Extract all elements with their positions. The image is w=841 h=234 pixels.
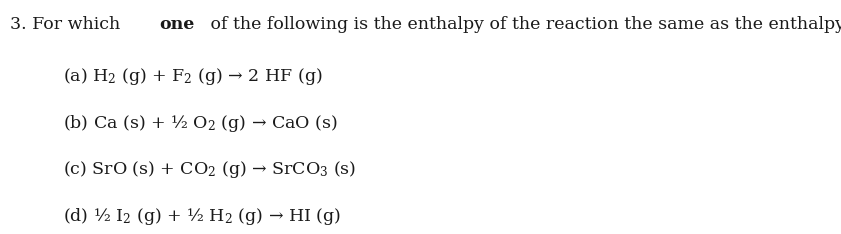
Text: (a) $\mathregular{H_2}$ (g) + $\mathregular{F_2}$ (g) → 2 HF (g): (a) $\mathregular{H_2}$ (g) + $\mathregu…	[63, 66, 323, 87]
Text: of the following is the enthalpy of the reaction the same as the enthalpy of for: of the following is the enthalpy of the …	[205, 16, 841, 33]
Text: (c) SrO (s) + $\mathregular{CO_2}$ (g) → $\mathregular{SrCO_3}$ (s): (c) SrO (s) + $\mathregular{CO_2}$ (g) →…	[63, 159, 357, 180]
Text: (d) ½ $\mathregular{I_2}$ (g) + ½ $\mathregular{H_2}$ (g) → HI (g): (d) ½ $\mathregular{I_2}$ (g) + ½ $\math…	[63, 206, 341, 227]
Text: 3. For which: 3. For which	[10, 16, 126, 33]
Text: (b) Ca (s) + ½ $\mathregular{O_2}$ (g) → CaO (s): (b) Ca (s) + ½ $\mathregular{O_2}$ (g) →…	[63, 113, 338, 134]
Text: one: one	[160, 16, 195, 33]
